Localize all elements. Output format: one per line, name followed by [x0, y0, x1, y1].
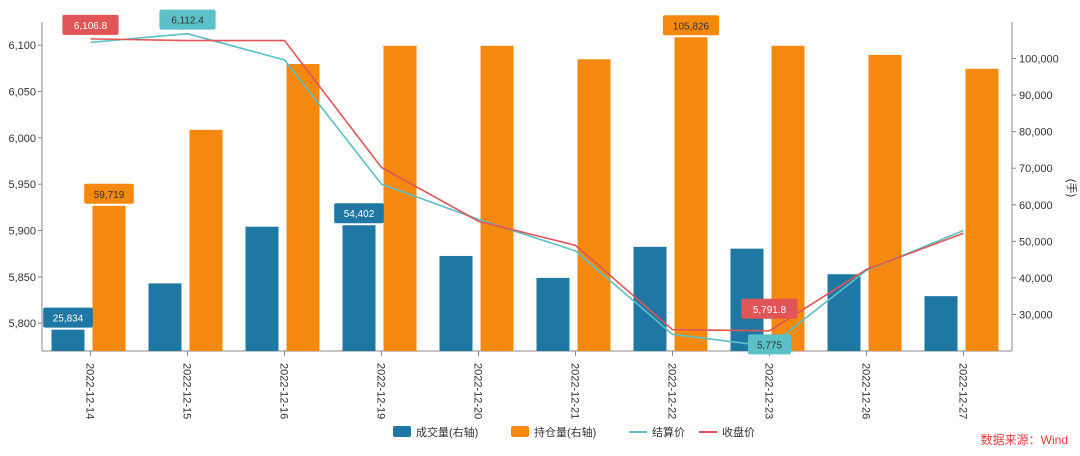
right-tick-label: 40,000	[1019, 273, 1053, 285]
open-interest-bar	[965, 68, 999, 352]
open-interest-bar	[92, 205, 126, 351]
right-axis-unit: (手)	[1065, 179, 1079, 197]
data-label-box	[84, 183, 134, 204]
open-interest-bar	[189, 129, 223, 351]
data-label-box	[62, 14, 119, 35]
data-label-box	[43, 307, 93, 328]
right-tick-label: 80,000	[1019, 127, 1053, 139]
data-label: 54,402	[344, 209, 375, 220]
left-tick-label: 6,000	[8, 133, 36, 145]
open-interest-bar	[868, 54, 902, 352]
x-tick-label: 2022-12-23	[763, 363, 775, 419]
legend-label: 成交量(右轴)	[416, 425, 478, 439]
right-tick-label: 90,000	[1019, 90, 1053, 102]
left-tick-label: 5,900	[8, 226, 36, 238]
x-tick-label: 2022-12-19	[375, 363, 387, 419]
data-label: 5,791.8	[753, 305, 787, 316]
x-tick-label: 2022-12-15	[181, 363, 193, 419]
data-label-box	[334, 203, 384, 224]
data-source-note: 数据来源：Wind	[980, 433, 1068, 447]
right-tick-label: 100,000	[1019, 54, 1059, 66]
x-tick-label: 2022-12-21	[569, 363, 581, 419]
left-tick-label: 5,850	[8, 272, 36, 284]
data-label-box	[159, 9, 216, 30]
right-tick-label: 70,000	[1019, 163, 1053, 175]
volume-bar	[536, 277, 570, 351]
data-label: 5,775	[757, 340, 782, 351]
volume-bar	[342, 225, 376, 351]
x-tick-label: 2022-12-16	[278, 363, 290, 419]
open-interest-bar	[383, 45, 417, 352]
data-label: 105,826	[673, 21, 710, 32]
legend-label: 收盘价	[722, 425, 755, 439]
right-tick-label: 60,000	[1019, 200, 1053, 212]
legend-swatch	[511, 426, 529, 437]
data-label: 6,106.8	[74, 21, 108, 32]
volume-bar	[245, 226, 279, 351]
open-interest-bar	[480, 45, 514, 352]
volume-bar	[827, 274, 861, 351]
volume-bar	[51, 329, 85, 351]
open-interest-bar	[286, 64, 320, 352]
legend-swatch	[393, 426, 411, 437]
data-label-box	[741, 298, 798, 319]
volume-bar	[439, 255, 473, 351]
data-label: 59,719	[94, 190, 125, 201]
data-label-box	[748, 334, 791, 355]
volume-bar	[148, 283, 182, 351]
open-interest-bar	[577, 59, 611, 351]
left-tick-label: 5,800	[8, 318, 36, 330]
left-tick-label: 6,050	[8, 87, 36, 99]
data-label-box	[662, 15, 720, 36]
open-interest-bar	[674, 37, 708, 351]
legend-label: 结算价	[652, 425, 685, 439]
left-tick-label: 5,950	[8, 179, 36, 191]
volume-bar	[633, 246, 667, 351]
right-tick-label: 30,000	[1019, 309, 1053, 321]
data-label: 6,112.4	[171, 16, 204, 27]
close-price-line	[90, 38, 964, 332]
x-tick-label: 2022-12-26	[860, 363, 872, 419]
x-tick-label: 2022-12-20	[472, 363, 484, 419]
x-tick-label: 2022-12-27	[957, 363, 969, 419]
volume-bar	[924, 296, 958, 351]
left-tick-label: 6,100	[8, 40, 36, 52]
legend-label: 持仓量(右轴)	[534, 425, 596, 439]
right-tick-label: 50,000	[1019, 236, 1053, 248]
x-tick-label: 2022-12-14	[84, 363, 96, 419]
settlement-price-line	[90, 32, 964, 348]
x-tick-label: 2022-12-22	[666, 363, 678, 419]
data-label: 25,834	[53, 314, 84, 325]
